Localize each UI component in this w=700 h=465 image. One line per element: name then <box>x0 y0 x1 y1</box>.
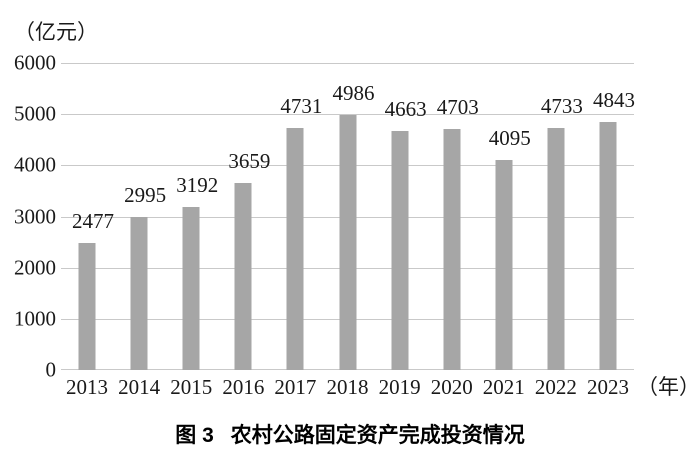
x-axis-tick-label: 2023 <box>586 375 629 399</box>
figure-number: 图 3 <box>175 424 214 447</box>
plot-area: 2477 2995 3192 3659 4731 4986 4663 4703 4095 4733… <box>61 63 635 370</box>
bar-slot: 4663 <box>374 63 427 370</box>
bar <box>495 160 513 370</box>
y-axis-unit-label: （亿元） <box>14 20 98 44</box>
x-axis-tick-label: 2014 <box>118 375 161 399</box>
bar <box>339 114 357 370</box>
bar <box>391 131 409 370</box>
bar-value-label: 4095 <box>488 126 531 151</box>
gridline <box>61 63 634 64</box>
bar-value-label: 3659 <box>228 148 271 173</box>
bar-slot: 4843 <box>582 63 635 370</box>
bar-value-label: 2995 <box>124 182 167 207</box>
bar-value-label: 4703 <box>436 95 479 120</box>
bar-slot: 3192 <box>165 63 219 370</box>
x-axis: 2013 2014 2015 2016 2017 2018 2019 2020 2021 2022… <box>61 375 634 399</box>
bar-value-label: 4843 <box>592 88 635 113</box>
bar-value-label: 4986 <box>332 80 375 105</box>
y-axis-tick-label: 0 <box>45 357 57 382</box>
bar <box>286 127 304 370</box>
figure-caption: 图 3 农村公路固定资产完成投资情况 <box>0 423 700 448</box>
bar-value-label: 4731 <box>280 93 323 118</box>
bar <box>234 182 252 370</box>
bar-slot: 4703 <box>426 63 479 370</box>
x-axis-tick-label: 2018 <box>326 375 369 399</box>
y-axis: 0 1000 2000 3000 4000 5000 6000 <box>0 52 56 380</box>
y-axis-tick-label: 1000 <box>14 306 56 331</box>
bar-slot: 4095 <box>478 63 531 370</box>
y-axis-tick-label: 5000 <box>14 101 56 126</box>
x-axis-unit-label: （年） <box>637 375 700 399</box>
bar <box>547 127 565 370</box>
figure-title: 农村公路固定资产完成投资情况 <box>230 424 525 447</box>
bar-value-label: 4663 <box>384 97 427 122</box>
x-axis-tick-label: 2015 <box>170 375 213 399</box>
x-axis-tick-label: 2013 <box>66 375 109 399</box>
bar-value-label: 3192 <box>176 172 219 197</box>
bar-slot: 4731 <box>269 63 323 370</box>
bar <box>78 243 96 370</box>
bar-slot: 3659 <box>217 63 271 370</box>
x-axis-tick-label: 2021 <box>482 375 525 399</box>
x-axis-tick-label: 2016 <box>222 375 265 399</box>
y-axis-tick-label: 6000 <box>14 50 56 75</box>
bar-value-label: 2477 <box>72 209 115 234</box>
bar-slot: 4733 <box>530 63 583 370</box>
x-axis-tick-label: 2017 <box>274 375 317 399</box>
bar <box>443 129 461 370</box>
y-axis-tick-label: 2000 <box>14 255 56 280</box>
x-axis-tick-label: 2019 <box>378 375 421 399</box>
bar-slot: 4986 <box>321 63 375 370</box>
bar-slot: 2477 <box>61 63 115 370</box>
bar <box>599 122 617 370</box>
x-axis-tick-label: 2020 <box>430 375 473 399</box>
bar-value-label: 4733 <box>540 93 583 118</box>
y-axis-tick-label: 3000 <box>14 204 56 228</box>
bar-slot: 2995 <box>113 63 167 370</box>
gridline <box>61 114 634 116</box>
bar <box>130 216 148 370</box>
bar <box>182 206 200 370</box>
x-axis-tick-label: 2022 <box>534 375 577 399</box>
y-axis-tick-label: 4000 <box>14 152 56 177</box>
